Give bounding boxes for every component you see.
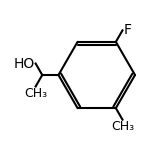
Text: F: F	[123, 23, 131, 37]
Text: CH₃: CH₃	[111, 120, 134, 133]
Text: CH₃: CH₃	[24, 87, 47, 100]
Text: HO: HO	[14, 57, 35, 70]
